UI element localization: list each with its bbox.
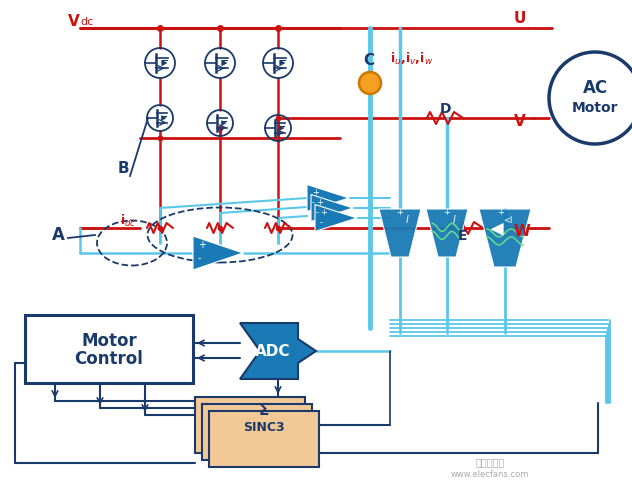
Polygon shape <box>193 236 243 270</box>
Text: V: V <box>514 114 526 129</box>
Text: i$_{dc}$: i$_{dc}$ <box>120 213 137 229</box>
Bar <box>209 411 319 467</box>
Text: W: W <box>514 224 531 239</box>
Text: Control: Control <box>75 350 143 368</box>
Polygon shape <box>311 195 353 222</box>
Text: C: C <box>363 53 374 68</box>
Polygon shape <box>222 121 226 126</box>
Text: l: l <box>406 215 409 225</box>
Text: i$_u$,i$_v$,i$_w$: i$_u$,i$_v$,i$_w$ <box>390 51 434 67</box>
Polygon shape <box>240 323 316 379</box>
Polygon shape <box>426 209 468 257</box>
Text: <l: <l <box>503 216 513 225</box>
Text: SINC3: SINC3 <box>243 421 285 434</box>
Text: -: - <box>198 253 202 263</box>
Bar <box>202 404 312 460</box>
Polygon shape <box>491 224 503 235</box>
Text: E: E <box>458 229 468 243</box>
Text: +: + <box>396 208 403 217</box>
Text: dc: dc <box>80 17 94 27</box>
Text: -: - <box>320 218 323 227</box>
Text: A: A <box>52 226 65 244</box>
Text: Motor: Motor <box>81 332 137 350</box>
Bar <box>25 315 193 383</box>
Polygon shape <box>315 204 357 231</box>
Bar <box>195 397 305 453</box>
Polygon shape <box>279 126 284 130</box>
Text: +: + <box>312 188 319 197</box>
Polygon shape <box>280 60 285 66</box>
Text: +: + <box>316 198 323 207</box>
Circle shape <box>549 52 632 144</box>
Polygon shape <box>479 209 531 267</box>
Polygon shape <box>162 60 167 66</box>
Text: -: - <box>312 198 315 207</box>
Text: B: B <box>118 161 130 176</box>
Polygon shape <box>162 115 166 120</box>
Text: +: + <box>443 208 450 217</box>
Text: U: U <box>514 11 526 26</box>
Text: l: l <box>453 215 456 225</box>
Text: ADC: ADC <box>255 343 291 358</box>
Text: +: + <box>497 208 504 217</box>
Polygon shape <box>307 185 349 212</box>
Text: D: D <box>440 102 451 116</box>
Text: Σ: Σ <box>259 403 269 418</box>
Polygon shape <box>222 60 227 66</box>
Text: AC: AC <box>583 79 607 97</box>
Text: +: + <box>198 240 206 250</box>
Text: +: + <box>320 208 327 217</box>
Text: 电子发烧找: 电子发烧找 <box>475 457 505 467</box>
Polygon shape <box>379 209 421 257</box>
Text: V: V <box>68 14 80 28</box>
Text: www.elecfans.com: www.elecfans.com <box>451 470 529 479</box>
Text: -: - <box>316 208 319 217</box>
Circle shape <box>359 72 381 94</box>
Text: Motor: Motor <box>572 101 618 115</box>
